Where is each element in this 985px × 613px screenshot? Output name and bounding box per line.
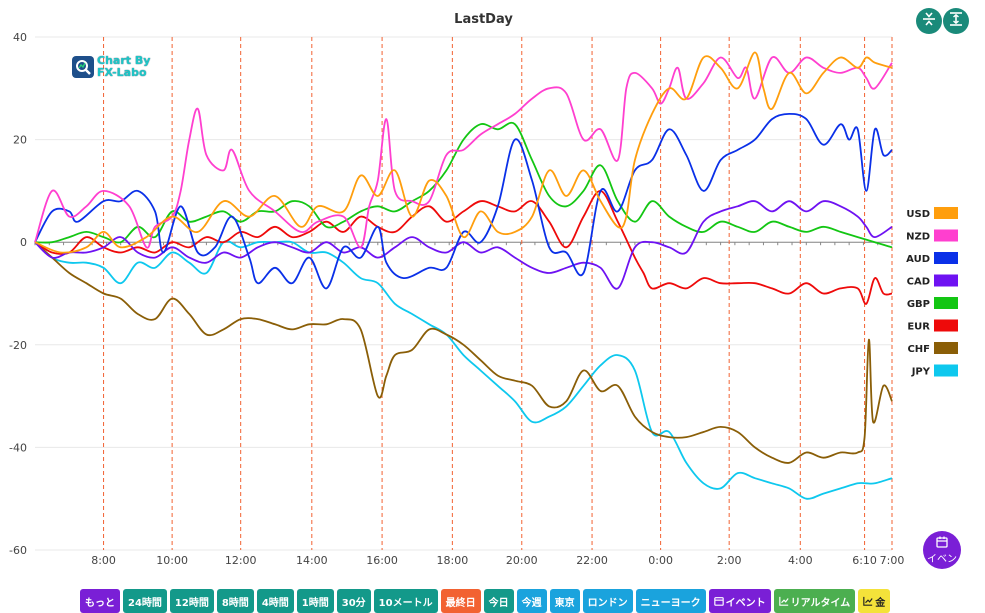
toolbar-button-10[interactable]: 今週 [516, 589, 547, 613]
x-tick-label: 0:00 [648, 554, 673, 567]
toolbar-button-label: 今週 [521, 597, 542, 609]
legend-swatch-aud [934, 252, 958, 264]
toolbar-button-3[interactable]: 8時間 [216, 589, 254, 613]
legend-swatch-chf [934, 342, 958, 354]
series-line-eur [34, 190, 893, 305]
time-range-toolbar: もっと 24時間 12時間 8時間 4時間 1時間 30分 10メートル 最終日 今日 今週 東京 ロン… [80, 589, 891, 613]
x-tick-label: 4:00 [788, 554, 813, 567]
series-line-jpy [34, 240, 893, 500]
x-tick-label: 22:00 [576, 554, 608, 567]
fx-labo-logo: Chart By FX-Labo [72, 55, 150, 79]
chart-icon [778, 596, 789, 606]
legend-label-chf: CHF [907, 344, 930, 355]
legend-label-cad: CAD [907, 277, 930, 288]
legend-swatch-jpy [934, 364, 958, 377]
toolbar-button-8[interactable]: 最終日 [440, 589, 481, 613]
x-tick-label: 12:00 [225, 554, 257, 567]
toolbar-button-label: もっと [85, 597, 115, 609]
x-tick-label: 8:00 [91, 554, 116, 567]
toolbar-button-label: 1時間 [301, 597, 329, 609]
chart-icon [863, 596, 873, 606]
toolbar-button-12[interactable]: ロンドン [582, 589, 633, 613]
toolbar-button-13[interactable]: ニューヨーク [635, 589, 706, 613]
toolbar-button-label: 4時間 [261, 597, 289, 609]
y-tick-label: -60 [9, 544, 27, 557]
toolbar-button-1[interactable]: 24時間 [123, 589, 167, 613]
toolbar-button-15[interactable]: リアルタイム [773, 589, 856, 613]
series-line-usd [34, 51, 893, 254]
toolbar-button-label: イベント [725, 597, 766, 609]
series-line-nzd [34, 56, 893, 249]
series-line-aud [34, 113, 893, 290]
legend-swatch-eur [934, 319, 958, 332]
series-line-chf [34, 241, 893, 464]
toolbar-button-label: リアルタイム [790, 597, 851, 609]
toolbar-button-label: 金 [875, 597, 886, 609]
y-tick-label: 20 [13, 134, 27, 147]
toolbar-button-label: 10メートル [378, 597, 433, 609]
y-tick-label: 0 [20, 236, 27, 249]
x-tick-label: 16:00 [366, 554, 398, 567]
collapse-icon [922, 12, 936, 30]
toolbar-button-5[interactable]: 1時間 [296, 589, 334, 613]
toolbar-button-4[interactable]: 4時間 [256, 589, 294, 613]
toolbar-button-label: 30分 [341, 597, 366, 609]
toolbar-button-label: ニューヨーク [640, 597, 701, 609]
calendar-icon [713, 596, 724, 606]
legend-label-usd: USD [906, 209, 930, 220]
toolbar-button-2[interactable]: 12時間 [169, 589, 214, 613]
toolbar-button-11[interactable]: 東京 [549, 589, 580, 613]
x-tick-label: 7:00 [880, 554, 905, 567]
x-tick-label: 10:00 [156, 554, 188, 567]
toolbar-button-label: ロンドン [587, 597, 628, 609]
x-tick-label: 18:00 [437, 554, 469, 567]
legend-swatch-gbp [934, 297, 958, 309]
event-fab-label: イベン [927, 553, 957, 565]
toolbar-button-9[interactable]: 今日 [483, 589, 514, 613]
toolbar-button-6[interactable]: 30分 [336, 589, 371, 613]
event-fab-button[interactable]: イベン [923, 531, 961, 569]
toolbar-button-label: 24時間 [128, 597, 162, 609]
y-tick-label: 40 [13, 31, 27, 44]
legend-label-aud: AUD [906, 254, 930, 265]
toolbar-button-label: 東京 [554, 597, 575, 609]
y-tick-label: -20 [9, 339, 27, 352]
toolbar-button-label: 最終日 [445, 597, 476, 609]
logo-line2: FX-Labo [97, 66, 147, 79]
expand-icon [949, 12, 963, 30]
expand-button[interactable] [943, 8, 969, 34]
toolbar-button-16[interactable]: 金 [858, 589, 891, 613]
logo-line1: Chart By [97, 54, 151, 67]
x-tick-label: 6:10 [852, 554, 877, 567]
series-line-cad [34, 200, 893, 290]
x-tick-label: 2:00 [717, 554, 742, 567]
series-line-gbp [34, 121, 893, 249]
legend-swatch-nzd [934, 229, 958, 242]
chart-search-icon [72, 56, 94, 78]
legend-swatch-cad [934, 274, 958, 287]
toolbar-button-7[interactable]: 10メートル [373, 589, 438, 613]
legend-label-gbp: GBP [907, 299, 930, 310]
y-tick-label: -40 [9, 441, 27, 454]
x-tick-label: 14:00 [296, 554, 328, 567]
chart-title: LastDay [454, 12, 513, 27]
collapse-button[interactable] [916, 8, 942, 34]
legend-label-eur: EUR [907, 322, 930, 333]
toolbar-button-label: 12時間 [174, 597, 209, 609]
toolbar-button-label: 今日 [488, 597, 509, 609]
calendar-icon [936, 536, 948, 550]
legend-label-jpy: JPY [911, 367, 931, 378]
legend-swatch-usd [934, 207, 958, 219]
toolbar-button-label: 8時間 [221, 597, 249, 609]
toolbar-button-0[interactable]: もっと [80, 589, 120, 613]
toolbar-button-14[interactable]: イベント [708, 589, 771, 613]
x-tick-label: 20:00 [506, 554, 538, 567]
legend-label-nzd: NZD [906, 232, 930, 243]
